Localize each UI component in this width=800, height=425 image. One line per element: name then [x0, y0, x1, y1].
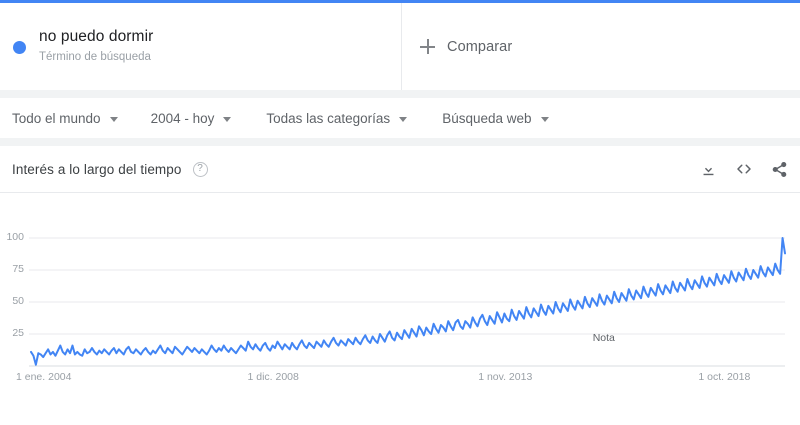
filter-category-label: Todas las categorías — [266, 110, 391, 126]
y-tick-label: 25 — [12, 327, 24, 339]
y-tick-label: 75 — [12, 263, 24, 275]
y-tick-label: 50 — [12, 295, 24, 307]
interest-over-time-chart: 25 50 75 100 1 ene. 2004 1 dic. 2008 1 nov. 2… — [0, 193, 800, 425]
search-term-title: no puedo dormir — [39, 28, 154, 45]
chevron-down-icon — [540, 116, 549, 122]
filter-bar: Todo el mundo 2004 - hoy Todas las categ… — [0, 98, 800, 138]
chart-card-header: Interés a lo largo del tiempo ? — [0, 146, 800, 193]
x-tick-label: 1 ene. 2004 — [16, 371, 72, 383]
strip-divider-bottom — [0, 138, 800, 146]
share-icon[interactable] — [771, 161, 788, 178]
page-title: Interés a lo largo del tiempo — [12, 161, 182, 177]
filter-time-range[interactable]: 2004 - hoy — [151, 111, 232, 126]
filter-search-type[interactable]: Búsqueda web — [442, 110, 549, 126]
filter-location[interactable]: Todo el mundo — [12, 111, 118, 126]
chevron-down-icon — [223, 116, 232, 122]
compare-label: Comparar — [447, 38, 513, 55]
chevron-down-icon — [109, 116, 118, 122]
help-icon[interactable]: ? — [192, 161, 208, 177]
y-tick-label: 100 — [6, 231, 24, 243]
x-tick-label: 1 nov. 2013 — [478, 371, 533, 383]
top-blue-rule — [0, 0, 800, 3]
download-icon[interactable] — [700, 161, 717, 178]
x-tick-label: 1 oct. 2018 — [698, 371, 751, 383]
search-term-card[interactable]: no puedo dormir Término de búsqueda — [0, 3, 402, 90]
filter-location-label: Todo el mundo — [12, 110, 101, 126]
plus-icon — [420, 39, 435, 54]
embed-code-icon[interactable] — [735, 160, 753, 178]
strip-divider-top — [0, 90, 800, 98]
filter-category[interactable]: Todas las categorías — [266, 110, 408, 126]
chart-svg — [29, 237, 786, 367]
chart-actions — [700, 160, 788, 178]
trend-line — [30, 237, 786, 366]
series-color-dot — [13, 41, 26, 54]
filter-search-type-label: Búsqueda web — [442, 110, 532, 126]
search-term-strip: no puedo dormir Término de búsqueda Comp… — [0, 3, 800, 90]
filter-time-range-label: 2004 - hoy — [150, 110, 215, 126]
search-term-subtitle: Término de búsqueda — [39, 51, 151, 63]
compare-button[interactable]: Comparar — [402, 3, 800, 90]
chevron-down-icon — [399, 116, 408, 122]
chart-note-annotation: Nota — [592, 332, 615, 345]
x-tick-label: 1 dic. 2008 — [247, 371, 299, 383]
